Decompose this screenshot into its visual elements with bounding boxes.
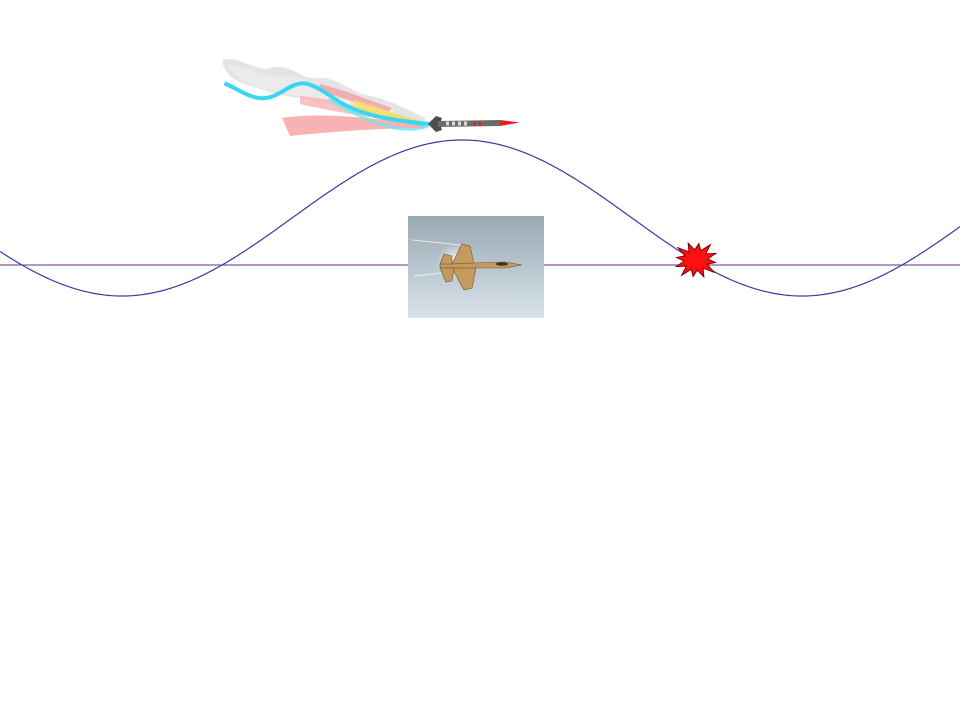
missile-red-bands: [474, 121, 481, 126]
fighter-jet-aircraft: [439, 243, 523, 291]
missile-rear-fins: [428, 116, 442, 132]
missile-cyan-exhaust: [224, 81, 430, 126]
missile-cyan-exhaust-2: [328, 98, 430, 131]
explosion-burst-icon: [674, 241, 718, 279]
missile-body: [438, 120, 508, 127]
fighter-jet-photo: [408, 216, 544, 318]
sine-wave-curve: [0, 139, 960, 297]
missile-yellow-streak: [352, 100, 428, 126]
jet-canopy: [496, 262, 508, 266]
missile-nose: [500, 120, 520, 126]
missile-icon: [222, 59, 520, 136]
missile-body-markings: [446, 121, 467, 126]
